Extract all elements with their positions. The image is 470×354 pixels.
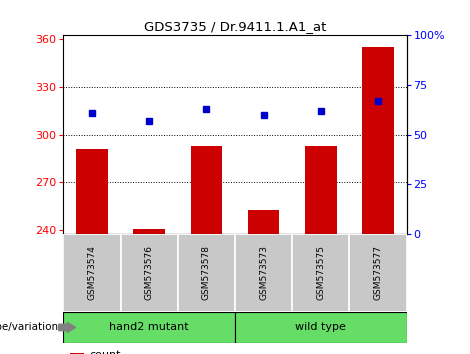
Text: GSM573575: GSM573575 — [316, 245, 325, 300]
Bar — [133, 229, 165, 234]
Text: GSM573573: GSM573573 — [259, 245, 268, 300]
Text: GSM573574: GSM573574 — [87, 245, 96, 300]
Bar — [362, 47, 394, 234]
Bar — [191, 146, 222, 234]
Bar — [235, 312, 407, 343]
Bar — [63, 234, 121, 312]
Bar — [235, 234, 292, 312]
Bar — [248, 210, 279, 234]
Bar — [178, 234, 235, 312]
Bar — [349, 234, 407, 312]
Text: wild type: wild type — [295, 322, 346, 332]
Title: GDS3735 / Dr.9411.1.A1_at: GDS3735 / Dr.9411.1.A1_at — [144, 20, 326, 33]
Text: genotype/variation: genotype/variation — [0, 322, 59, 332]
Text: hand2 mutant: hand2 mutant — [110, 322, 189, 332]
Bar — [292, 234, 349, 312]
Text: GSM573576: GSM573576 — [145, 245, 154, 300]
Bar — [121, 234, 178, 312]
Text: count: count — [89, 350, 121, 354]
Bar — [63, 312, 235, 343]
Text: GSM573577: GSM573577 — [374, 245, 383, 300]
Bar — [305, 146, 337, 234]
Bar — [70, 353, 84, 354]
Text: GSM573578: GSM573578 — [202, 245, 211, 300]
Bar — [76, 149, 108, 234]
